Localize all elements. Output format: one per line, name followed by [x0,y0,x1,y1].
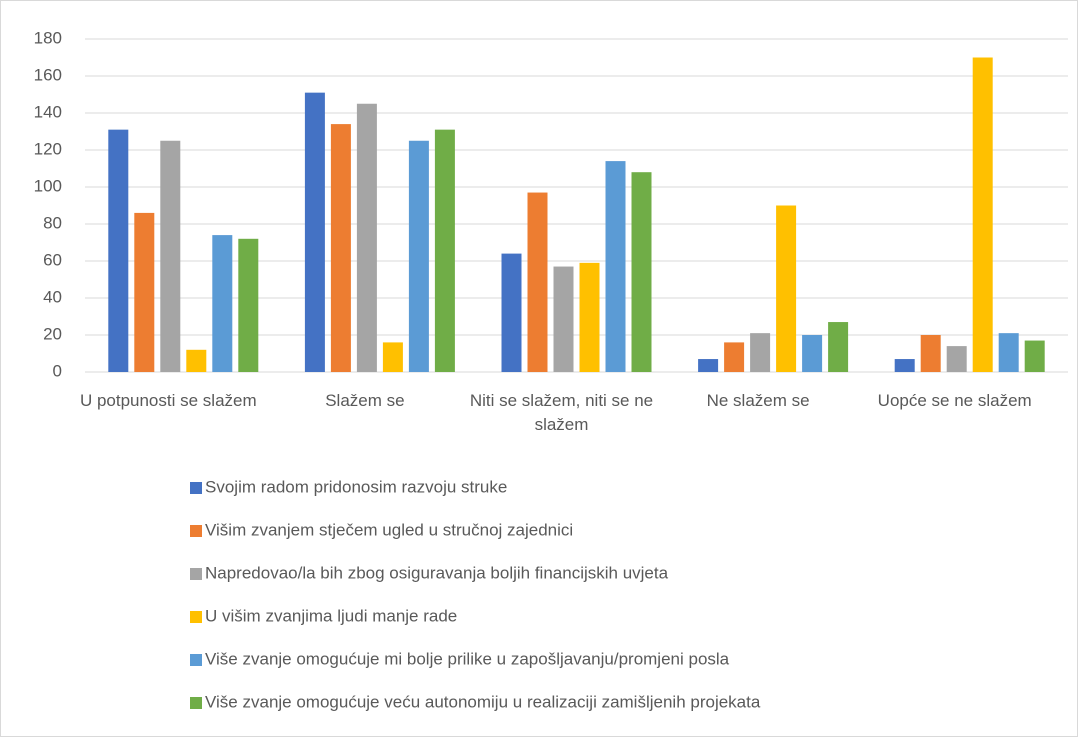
bar [501,253,522,372]
y-tick-label: 100 [34,176,62,195]
bar [828,322,849,372]
bar [527,192,548,372]
y-tick-label: 80 [43,213,62,232]
label-line: Slažem se [325,391,404,410]
legend-label: Više zvanje omogućuje mi bolje prilike u… [205,649,730,668]
legend-swatch [190,654,202,666]
legend-swatch [190,482,202,494]
y-tick-label: 120 [34,139,62,158]
bar [160,140,181,372]
bar [134,212,155,372]
bar [553,266,574,372]
y-tick-label: 20 [43,324,62,343]
legend-label: Napredovao/la bih zbog osiguravanja bolj… [205,563,669,582]
bar [698,359,719,372]
x-tick-label: Slažem se [325,391,404,410]
bar [972,57,993,372]
label-line: Ne slažem se [707,391,810,410]
bar [631,172,652,372]
bar [894,359,915,372]
bar [408,140,429,372]
x-tick-label: Ne slažem se [707,391,810,410]
y-tick-label: 140 [34,102,62,121]
label-line: Niti se slažem, niti se ne [470,391,653,410]
bar [382,342,403,372]
y-tick-label: 180 [34,28,62,47]
legend-swatch [190,611,202,623]
x-tick-label: Uopće se ne slažem [878,391,1032,410]
bar [998,333,1019,372]
bar [750,333,771,372]
bar [1024,340,1045,372]
bar [579,262,600,372]
label-line: U potpunosti se slažem [80,391,257,410]
label-line: slažem [535,415,589,434]
bar [238,238,259,372]
y-tick-label: 160 [34,65,62,84]
x-tick-label: U potpunosti se slažem [80,391,257,410]
y-tick-label: 0 [53,361,62,380]
bar [304,92,325,373]
bar [356,103,377,372]
bar [434,129,455,372]
legend-swatch [190,568,202,580]
label-line: Uopće se ne slažem [878,391,1032,410]
bar [946,346,967,372]
bar [724,342,745,372]
legend-label: U višim zvanjima ljudi manje rade [205,606,457,625]
bar [920,335,941,372]
x-tick-label: Niti se slažem, niti se ne slažem [470,391,653,434]
y-tick-label: 60 [43,250,62,269]
bar [330,124,351,372]
bar [212,235,233,372]
bar [802,335,823,372]
legend-swatch [190,697,202,709]
bar [605,161,626,372]
bar [108,129,129,372]
legend-label: Višim zvanjem stječem ugled u stručnoj z… [205,520,573,539]
bar [776,205,797,372]
y-tick-label: 40 [43,287,62,306]
legend-label: Svojim radom pridonosim razvoju struke [205,477,507,496]
legend-label: Više zvanje omogućuje veću autonomiju u … [205,692,761,711]
bar [186,349,207,372]
legend-swatch [190,525,202,537]
